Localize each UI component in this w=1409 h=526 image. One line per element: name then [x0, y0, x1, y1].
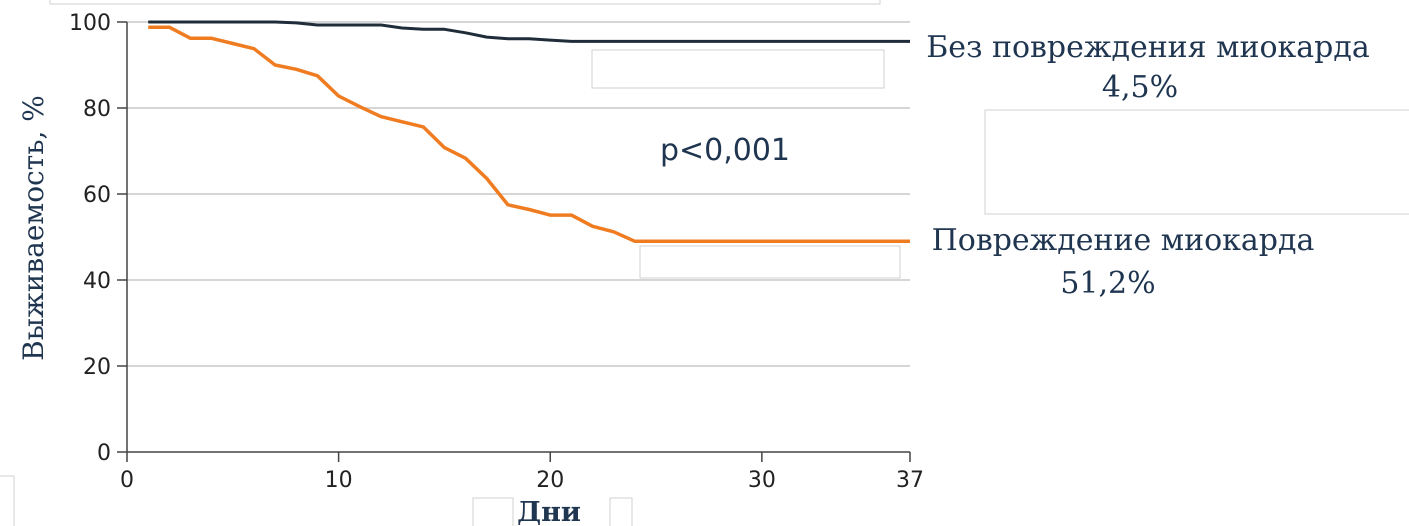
series-value-no-injury: 4,5%: [1102, 70, 1178, 105]
mask-box: [49, 0, 881, 5]
tick-labels: 0 20 40 60 80 100 0 10 20 30 37: [69, 11, 924, 493]
axes: [117, 21, 911, 462]
mask-box: [591, 49, 885, 89]
x-tick-label-30: 30: [748, 468, 776, 493]
series-lines: [148, 20, 910, 244]
x-tick-label-37: 37: [896, 468, 924, 493]
y-tick-label-20: 20: [83, 355, 111, 380]
y-tick-label-40: 40: [83, 269, 111, 294]
x-axis-label: Дни: [517, 497, 581, 526]
x-tick-label-20: 20: [536, 468, 564, 493]
series-label-injury: Повреждение миокарда: [932, 223, 1315, 258]
x-tick-label-0: 0: [120, 468, 134, 493]
y-tick-label-60: 60: [83, 183, 111, 208]
x-tick-label-10: 10: [325, 468, 353, 493]
y-axis-label: Выживаемость, %: [17, 95, 50, 361]
mask-box: [609, 497, 633, 526]
series-line-injury: [148, 25, 910, 244]
mask-box: [639, 245, 901, 279]
mask-box: [472, 497, 514, 526]
series-value-injury: 51,2%: [1060, 266, 1155, 301]
y-tick-label-0: 0: [97, 441, 111, 466]
p-value-annotation: p<0,001: [660, 133, 790, 168]
series-label-no-injury: Без повреждения миокарда: [926, 30, 1370, 65]
y-tick-label-100: 100: [69, 11, 111, 36]
mask-box: [984, 109, 1409, 215]
y-tick-label-80: 80: [83, 97, 111, 122]
mask-box: [0, 475, 15, 526]
series-line-no-injury: [148, 20, 910, 43]
